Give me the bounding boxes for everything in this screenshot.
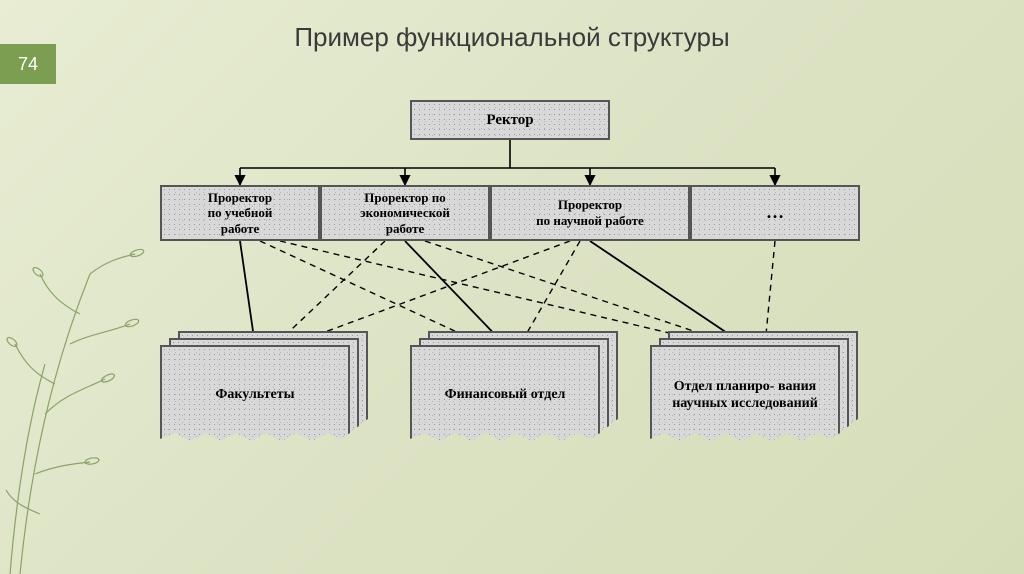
node-sci-planning: Отдел планиро- вания научных исследовани… [650, 345, 840, 445]
slide: 74 Пример функциональной структуры [0, 0, 1024, 574]
connectors [120, 100, 940, 520]
node-prorector-sci: Проректор по научной работе [490, 185, 690, 241]
node-prorector-econ: Проректор по экономической работе [320, 185, 490, 241]
node-label: Факультеты [215, 386, 294, 404]
node-label: Отдел планиро- вания научных исследовани… [658, 378, 832, 413]
node-prorector-more: … [690, 185, 860, 241]
slide-title: Пример функциональной структуры [0, 22, 1024, 53]
page-number: 74 [18, 54, 38, 75]
node-label: Проректор по учебной работе [208, 190, 273, 237]
node-label: … [766, 202, 784, 224]
node-label: Финансовый отдел [445, 386, 566, 404]
node-label: Проректор по экономической работе [360, 190, 450, 237]
node-prorector-edu: Проректор по учебной работе [160, 185, 320, 241]
node-label: Ректор [486, 111, 533, 129]
node-label: Проректор по научной работе [536, 197, 644, 228]
node-faculties: Факультеты [160, 345, 350, 445]
node-rector: Ректор [410, 100, 610, 140]
org-chart: Ректор Проректор по учебной работе Проре… [120, 100, 940, 520]
node-financial-dept: Финансовый отдел [410, 345, 600, 445]
